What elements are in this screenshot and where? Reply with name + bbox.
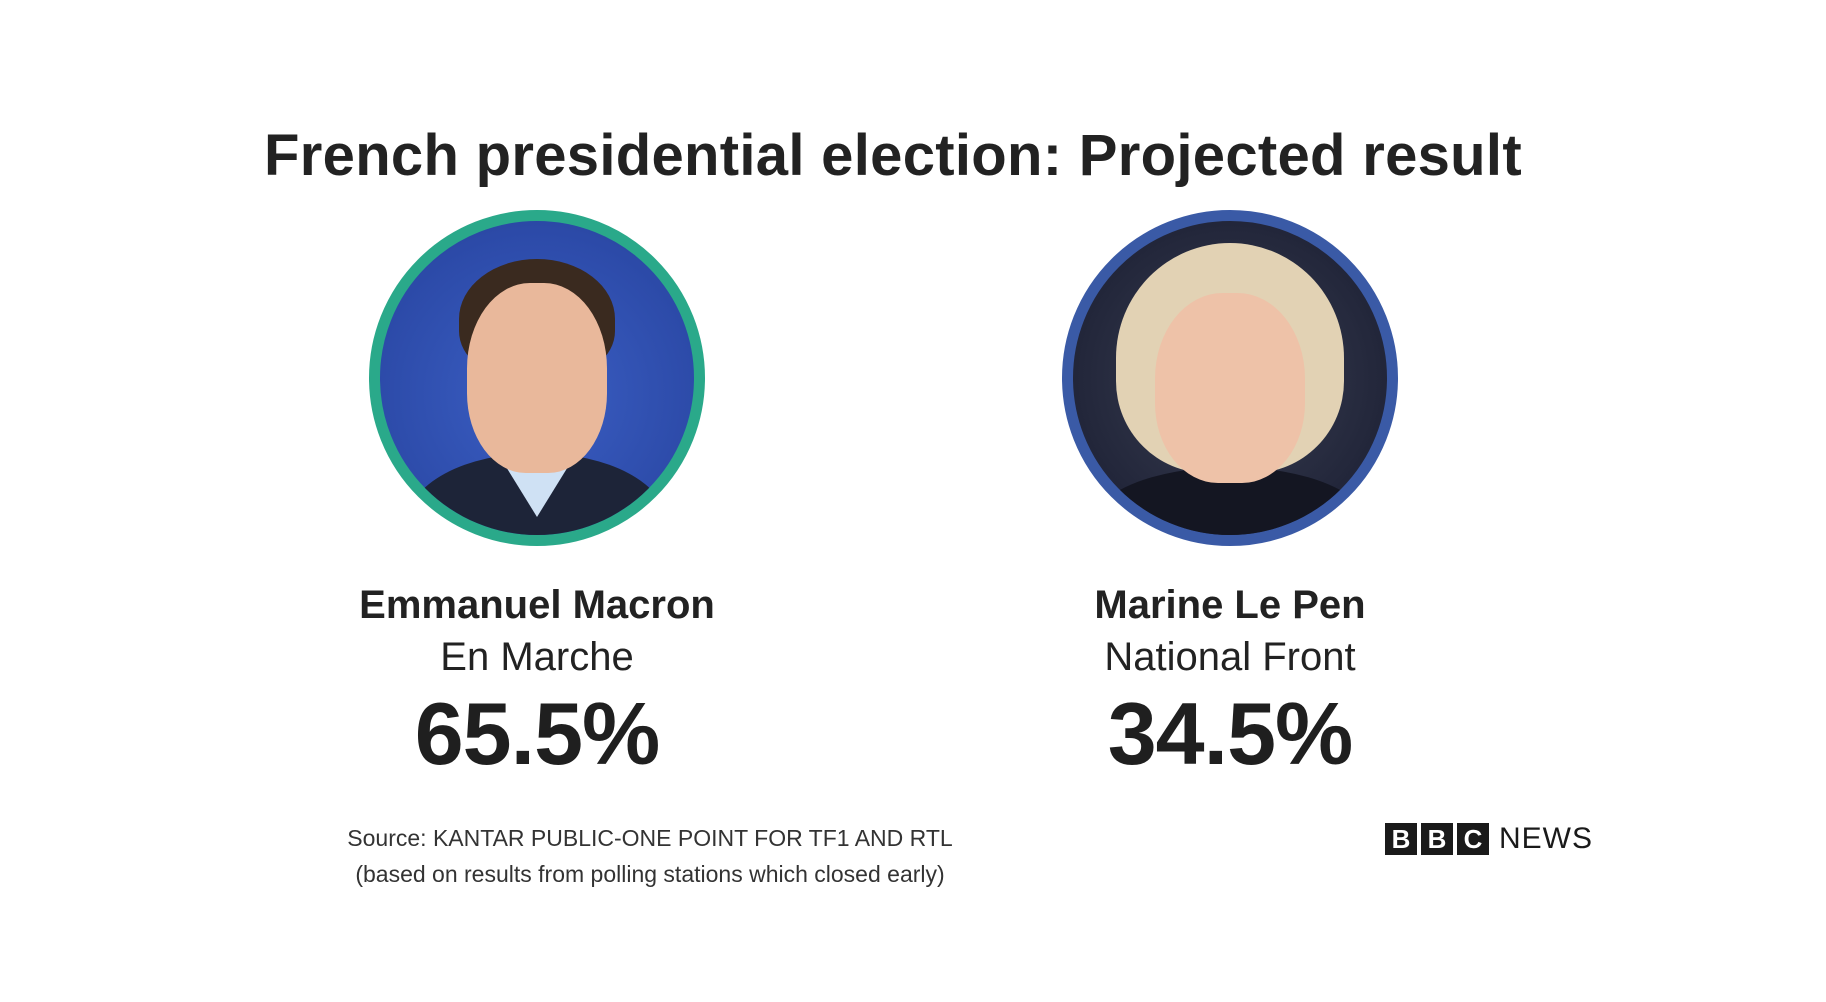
candidate-party: En Marche bbox=[440, 635, 634, 679]
bbc-letter: C bbox=[1457, 823, 1489, 855]
page-title: French presidential election: Projected … bbox=[264, 123, 1522, 188]
bbc-letter: B bbox=[1385, 823, 1417, 855]
candidate-name: Emmanuel Macron bbox=[359, 583, 715, 627]
source-line: (based on results from polling stations … bbox=[355, 861, 945, 887]
bbc-news-logo: B B C NEWS bbox=[1385, 822, 1593, 856]
candidate-lepen: Marine Le Pen National Front 34.5% bbox=[990, 210, 1470, 780]
candidate-percent: 34.5% bbox=[1107, 684, 1354, 783]
candidate-portrait-macron bbox=[369, 210, 705, 546]
source-note: Source: KANTAR PUBLIC-ONE POINT FOR TF1 … bbox=[300, 820, 1000, 892]
candidate-name: Marine Le Pen bbox=[1094, 583, 1366, 627]
bbc-letter: B bbox=[1421, 823, 1453, 855]
source-line: Source: KANTAR PUBLIC-ONE POINT FOR TF1 … bbox=[347, 825, 953, 851]
candidate-percent: 65.5% bbox=[414, 684, 661, 783]
candidate-macron: Emmanuel Macron En Marche 65.5% bbox=[297, 210, 777, 780]
candidate-party: National Front bbox=[1104, 635, 1356, 679]
bbc-news-label: NEWS bbox=[1499, 822, 1593, 855]
candidate-portrait-lepen bbox=[1062, 210, 1398, 546]
